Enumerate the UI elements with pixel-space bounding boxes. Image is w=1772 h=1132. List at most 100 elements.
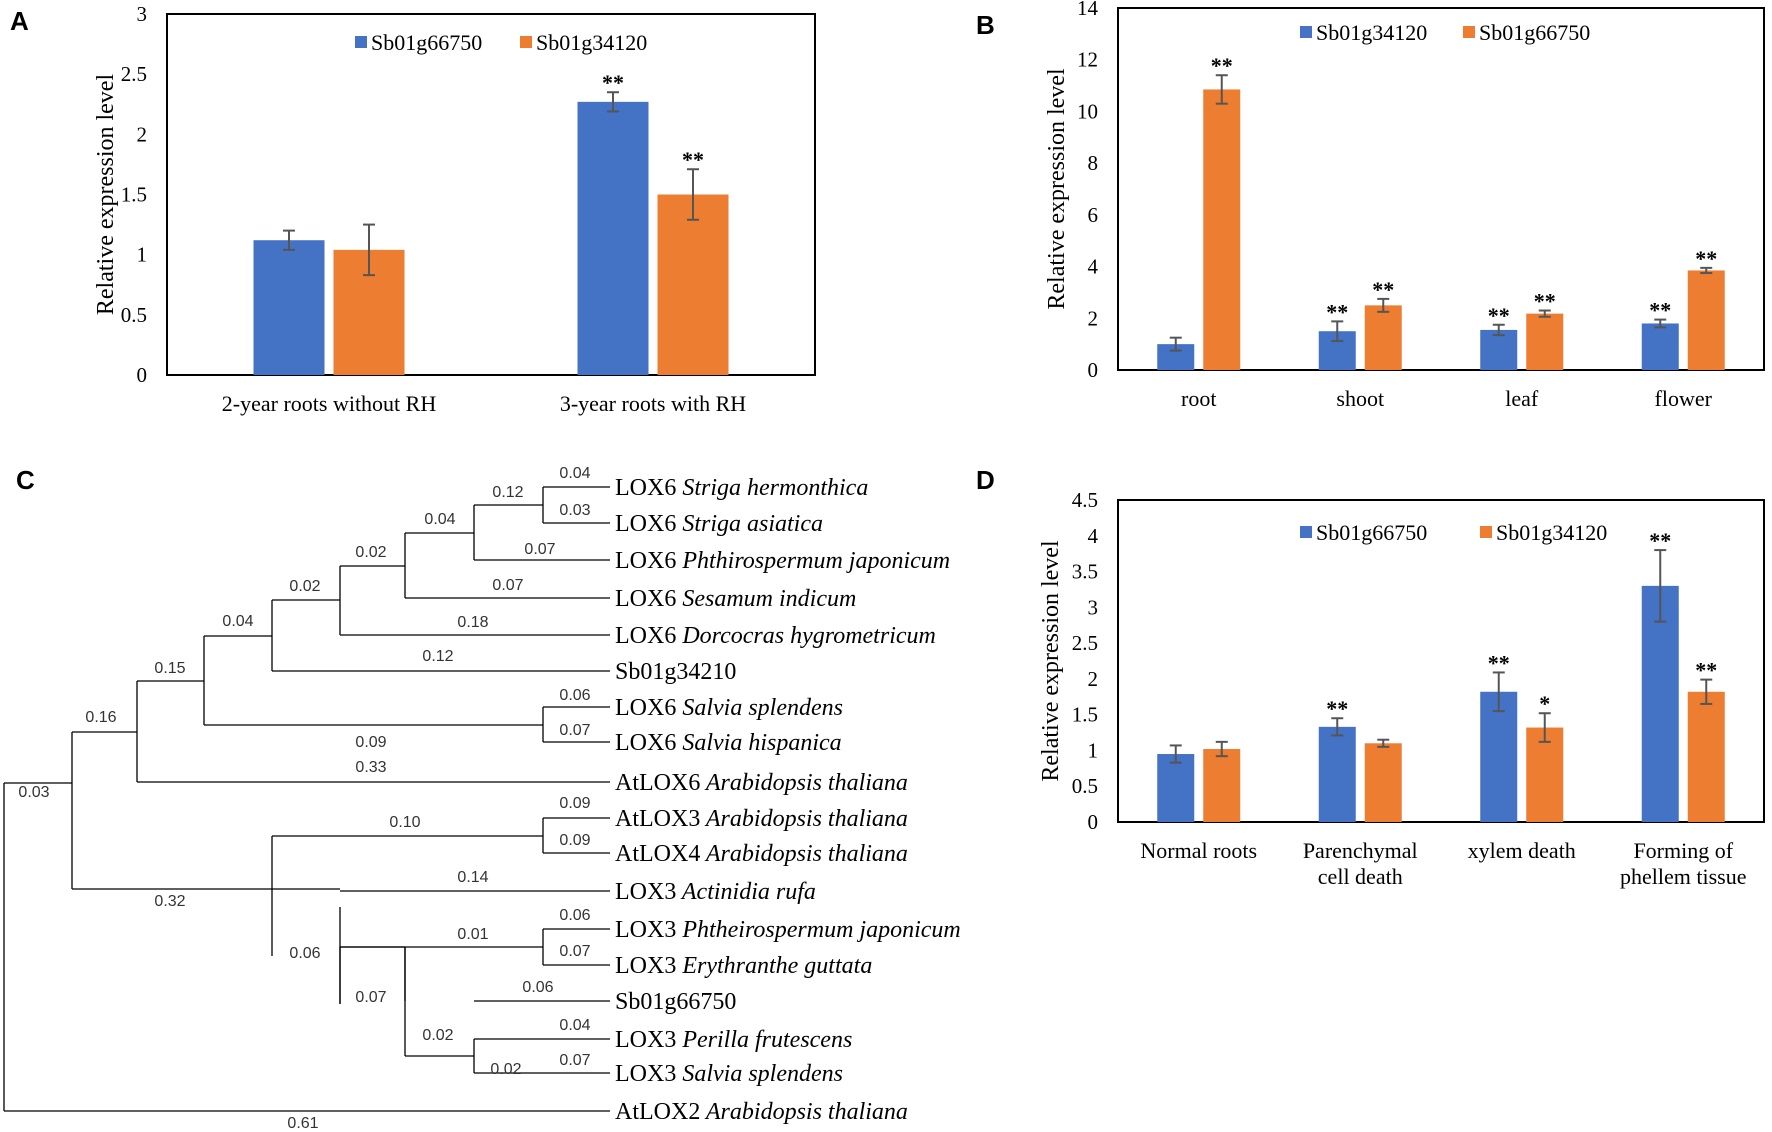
- taxon-label: LOX6 Salvia hispanica: [615, 730, 842, 756]
- significance-label: **: [1326, 696, 1348, 721]
- category-label: xylem death: [1468, 838, 1576, 863]
- branch-length-label: 0.03: [18, 784, 49, 801]
- bar: [1157, 754, 1195, 822]
- category-label: flower: [1655, 386, 1713, 411]
- plot-frame: [1117, 7, 1765, 371]
- category-label: leaf: [1505, 386, 1539, 411]
- category-label: 3-year roots with RH: [560, 391, 746, 416]
- taxon-label: AtLOX2 Arabidopsis thaliana: [615, 1099, 908, 1125]
- branch-length-label: 0.12: [422, 648, 453, 665]
- y-tick-label: 2: [137, 122, 148, 146]
- significance-label: **: [1695, 658, 1717, 683]
- branch-length-label: 0.04: [424, 511, 455, 528]
- y-tick-label: 10: [1077, 99, 1098, 123]
- y-tick-label: 2.5: [1072, 631, 1098, 655]
- branch-length-label: 0.03: [559, 502, 590, 519]
- bar: [1480, 691, 1518, 822]
- category-label: Normal roots: [1140, 838, 1257, 863]
- y-tick-label: 4: [1088, 524, 1099, 548]
- branch-length-label: 0.09: [559, 795, 590, 812]
- significance-label: *: [1539, 691, 1550, 716]
- branch-length-label: 0.07: [559, 722, 590, 739]
- y-tick-label: 0: [1088, 358, 1099, 382]
- significance-label: **: [1488, 650, 1510, 675]
- significance-label: **: [1211, 53, 1233, 78]
- legend-swatch: [1480, 526, 1492, 538]
- significance-label: **: [1372, 277, 1394, 302]
- branch-length-label: 0.61: [287, 1115, 318, 1132]
- y-tick-label: 2: [1088, 667, 1099, 691]
- bar: [253, 240, 325, 375]
- legend-label: Sb01g34120: [536, 30, 647, 55]
- bar: [1203, 89, 1241, 370]
- significance-label: **: [1649, 528, 1671, 553]
- taxon-label: LOX6 Dorcocras hygrometricum: [615, 623, 936, 649]
- branch-length-label: 0.01: [457, 926, 488, 943]
- legend-label: Sb01g34120: [1316, 20, 1427, 45]
- category-label: Parenchymal: [1303, 838, 1418, 863]
- y-axis-label: Relative expression level: [1044, 68, 1070, 310]
- significance-label: **: [1695, 246, 1717, 271]
- taxon-label: LOX6 Sesamum indicum: [615, 586, 856, 612]
- significance-label: **: [1488, 303, 1510, 328]
- plot-frame: [166, 13, 816, 376]
- bar: [1364, 305, 1402, 370]
- category-label: 2-year roots without RH: [222, 391, 437, 416]
- bar: [1641, 585, 1679, 822]
- branch-length-label: 0.04: [559, 465, 590, 482]
- taxon-label: LOX6 Salvia splendens: [615, 695, 843, 721]
- legend-label: Sb01g66750: [1316, 520, 1427, 545]
- branch-length-label: 0.14: [457, 869, 488, 886]
- taxon-label: LOX6 Striga hermonthica: [615, 475, 868, 501]
- plot-frame: [1117, 499, 1765, 823]
- significance-label: **: [1649, 298, 1671, 323]
- legend-swatch: [1463, 26, 1475, 38]
- y-axis-label: Relative expression level: [93, 74, 119, 316]
- y-tick-label: 4: [1088, 255, 1099, 279]
- taxon-label: LOX6 Phthirospermum japonicum: [615, 548, 950, 574]
- taxon-label: AtLOX3 Arabidopsis thaliana: [615, 806, 908, 832]
- y-tick-label: 2.5: [121, 62, 147, 86]
- legend-label: Sb01g34120: [1496, 520, 1607, 545]
- significance-label: **: [682, 147, 704, 172]
- y-tick-label: 0.5: [121, 303, 147, 327]
- branch-length-label: 0.12: [492, 484, 523, 501]
- branch-length-label: 0.02: [289, 578, 320, 595]
- bar: [577, 101, 649, 376]
- taxon-label: Sb01g34210: [615, 659, 736, 685]
- branch-length-label: 0.06: [559, 907, 590, 924]
- taxon-label: AtLOX6 Arabidopsis thaliana: [615, 770, 908, 796]
- branch-length-label: 0.32: [154, 893, 185, 910]
- taxon-label: LOX3 Actinidia rufa: [615, 879, 816, 905]
- significance-label: **: [1326, 299, 1348, 324]
- y-tick-label: 1: [1088, 738, 1099, 762]
- bar: [1641, 323, 1679, 370]
- branch-length-label: 0.02: [355, 544, 386, 561]
- branch-length-label: 0.15: [154, 660, 185, 677]
- y-tick-label: 3: [137, 2, 148, 26]
- taxon-label: LOX6 Striga asiatica: [615, 511, 823, 537]
- taxon-label: LOX3 Perilla frutescens: [615, 1027, 852, 1053]
- y-tick-label: 14: [1077, 0, 1099, 20]
- y-tick-label: 3.5: [1072, 560, 1098, 584]
- branch-length-label: 0.02: [422, 1027, 453, 1044]
- branch-length-label: 0.07: [492, 577, 523, 594]
- legend-swatch: [355, 36, 367, 48]
- legend-swatch: [520, 36, 532, 48]
- branch-length-label: 0.18: [457, 614, 488, 631]
- y-tick-label: 0: [1088, 810, 1099, 834]
- bar: [1480, 329, 1518, 370]
- taxon-label: LOX3 Salvia splendens: [615, 1061, 843, 1087]
- y-tick-label: 1.5: [1072, 703, 1098, 727]
- panel-letter-b: B: [976, 10, 995, 40]
- y-tick-label: 2: [1088, 306, 1099, 330]
- taxon-label: Sb01g66750: [615, 989, 736, 1015]
- panel-letter-c: C: [16, 465, 35, 495]
- legend-swatch: [1300, 26, 1312, 38]
- y-tick-label: 0.5: [1072, 774, 1098, 798]
- y-tick-label: 3: [1088, 595, 1099, 619]
- bar: [1526, 727, 1564, 822]
- legend-label: Sb01g66750: [371, 30, 482, 55]
